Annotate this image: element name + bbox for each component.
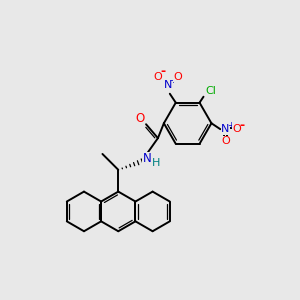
- Text: N: N: [221, 124, 230, 134]
- Text: N: N: [143, 152, 152, 165]
- Text: -: -: [160, 65, 165, 78]
- Text: +: +: [169, 76, 176, 85]
- Text: O: O: [221, 136, 230, 146]
- Text: +: +: [227, 121, 234, 130]
- Text: Cl: Cl: [205, 86, 216, 96]
- Text: O: O: [233, 124, 242, 134]
- Text: -: -: [240, 119, 245, 132]
- Text: O: O: [154, 72, 162, 82]
- Text: O: O: [136, 112, 145, 125]
- Text: N: N: [164, 80, 172, 90]
- Text: O: O: [173, 72, 182, 82]
- Text: H: H: [152, 158, 160, 168]
